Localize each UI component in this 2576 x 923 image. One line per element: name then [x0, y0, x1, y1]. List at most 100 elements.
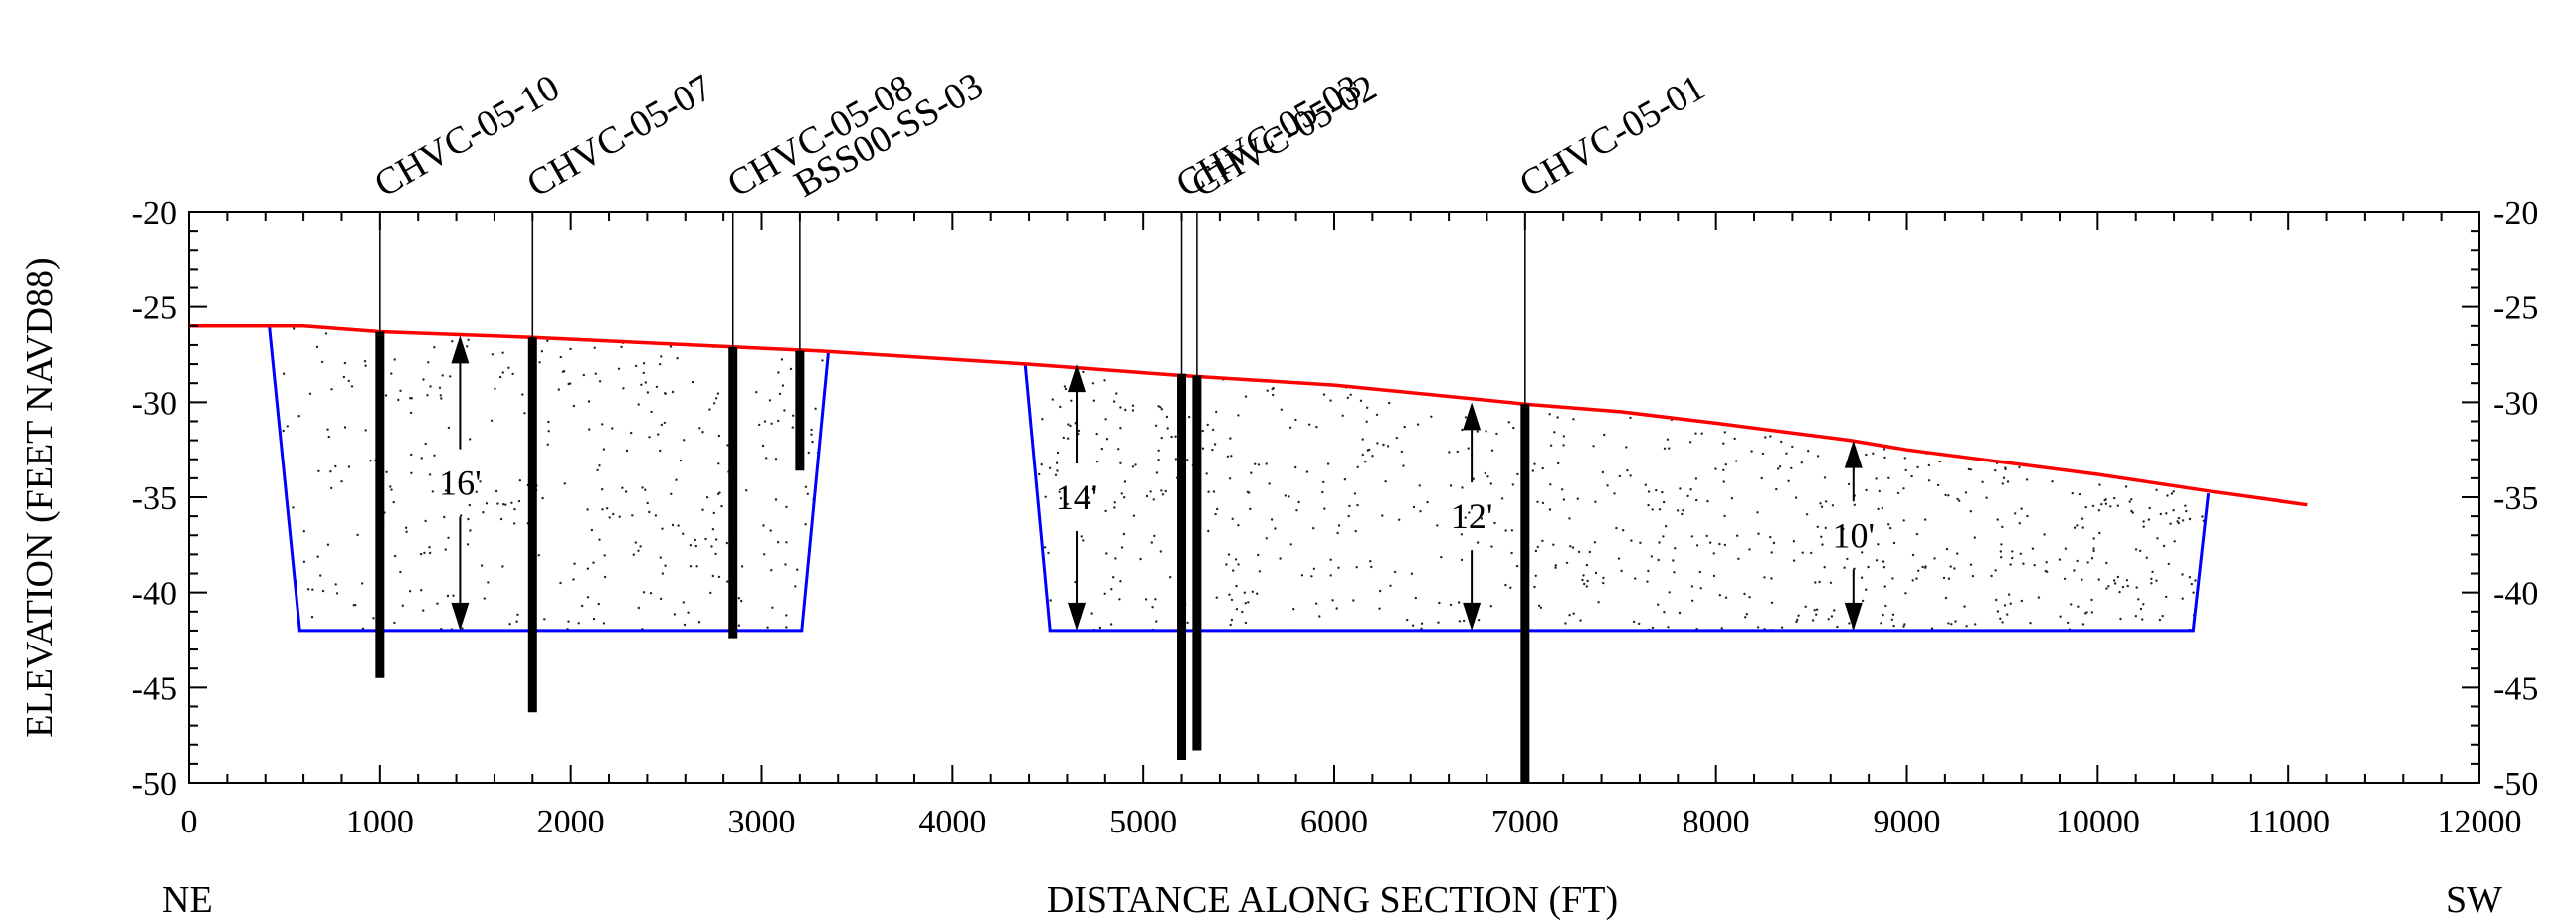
stipple-dot — [515, 620, 518, 623]
stipple-dot — [1861, 599, 1865, 603]
stipple-dot — [427, 361, 430, 364]
stipple-dot — [631, 514, 634, 517]
stipple-dot — [1418, 484, 1422, 487]
stipple-dot — [2073, 569, 2076, 572]
stipple-dot — [2188, 576, 2192, 579]
y-tick-label-right: -50 — [2493, 766, 2538, 803]
stipple-dot — [618, 515, 621, 518]
stipple-dot — [2166, 494, 2169, 497]
stipple-dot — [1882, 448, 1886, 451]
stipple-dot — [1673, 571, 1676, 574]
y-tick-label-right: -25 — [2493, 290, 2538, 327]
stipple-dot — [1119, 406, 1122, 409]
dimension-arrows: 16' 14' 12' 10' — [439, 335, 1875, 631]
stipple-dot — [449, 375, 452, 378]
stipple-dot — [364, 364, 367, 367]
stipple-dot — [1956, 497, 1959, 501]
stipple-dot — [1484, 471, 1487, 475]
axis-ticks — [188, 211, 2480, 784]
stipple-dot — [334, 464, 337, 468]
stipple-dot — [586, 567, 589, 570]
stipple-dot — [660, 423, 663, 427]
stipple-dot — [1329, 558, 1332, 561]
stipple-dot — [2181, 519, 2185, 522]
stipple-dot — [1831, 504, 1835, 507]
stipple-dot — [1279, 557, 1282, 560]
stipple-dot — [1924, 565, 1927, 568]
stipple-dot — [1207, 529, 1210, 533]
x-tick-label: 8000 — [1683, 804, 1750, 840]
stipple-dot — [2105, 561, 2108, 565]
stipple-dot — [1056, 451, 1060, 455]
stipple-dot — [664, 392, 667, 395]
stipple-dot — [1536, 500, 1539, 503]
stipple-dot — [1048, 466, 1052, 469]
stipple-dot — [1775, 487, 1778, 491]
stipple-dot — [683, 623, 687, 627]
stipple-dot — [682, 532, 685, 535]
stipple-dot — [1694, 477, 1698, 480]
stipple-dot — [1170, 435, 1173, 439]
stipple-dot — [424, 442, 427, 446]
stipple-dot — [1867, 565, 1870, 569]
stipple-dot — [2113, 496, 2116, 500]
stipple-dot — [1860, 576, 1864, 579]
stipple-dot — [694, 538, 697, 542]
stipple-dot — [1326, 462, 1330, 465]
stipple-dot — [1082, 370, 1085, 374]
stipple-dot — [1512, 426, 1515, 430]
stipple-dot — [1300, 574, 1304, 577]
stipple-dot — [2134, 548, 2138, 551]
dredge-prisms — [268, 325, 2211, 633]
stipple-dot — [1356, 465, 1359, 468]
stipple-dot — [537, 554, 540, 557]
stipple-dot — [467, 338, 470, 341]
stipple-dot — [1230, 618, 1234, 622]
stipple-dot — [2181, 597, 2184, 600]
stipple-dot — [1376, 442, 1379, 445]
stipple-dot — [439, 394, 442, 397]
stipple-dot — [659, 363, 662, 366]
stipple-dot — [1663, 447, 1667, 450]
stipple-dot — [399, 570, 402, 574]
stipple-dot — [1541, 466, 1544, 470]
stipple-dot — [804, 485, 808, 488]
stipple-dot — [521, 393, 524, 396]
stipple-dot — [401, 604, 404, 607]
stipple-dot — [1098, 626, 1102, 630]
stipple-dot — [1058, 490, 1061, 493]
stipple-dot — [697, 621, 701, 624]
stipple-dot — [543, 618, 546, 621]
stipple-dot — [1416, 423, 1420, 426]
stipple-dot — [2105, 587, 2108, 590]
stipple-dot — [784, 563, 787, 566]
stipple-dot — [1682, 509, 1684, 512]
stipple-dot — [292, 506, 295, 509]
stipple-dot — [1059, 405, 1062, 409]
stipple-dot — [1504, 529, 1507, 532]
stipple-dot — [1956, 552, 1959, 555]
stipple-dot — [1801, 551, 1804, 554]
stipple-dot — [1056, 469, 1059, 472]
stipple-dot — [2130, 498, 2133, 501]
stipple-dot — [596, 468, 599, 472]
stipple-dot — [2151, 570, 2154, 573]
stipple-dot — [1322, 393, 1326, 396]
stipple-dot — [1663, 611, 1666, 614]
stipple-dot — [487, 581, 490, 584]
stipple-dot — [1352, 599, 1355, 602]
stipple-dot — [691, 380, 694, 384]
stipple-dot — [572, 404, 576, 408]
stipple-dot — [1554, 564, 1558, 567]
stipple-dot — [1355, 566, 1358, 569]
arrowhead-up — [451, 335, 470, 364]
stipple-dot — [2006, 613, 2009, 616]
stipple-dot — [745, 489, 748, 492]
stipple-dot — [637, 606, 640, 610]
x-tick-label: 4000 — [918, 804, 986, 840]
stipple-dot — [1695, 544, 1699, 547]
stipple-dot — [1562, 444, 1565, 447]
stipple-dot — [1804, 605, 1807, 608]
stipple-dot — [1695, 498, 1698, 502]
stipple-dot — [1816, 525, 1820, 528]
